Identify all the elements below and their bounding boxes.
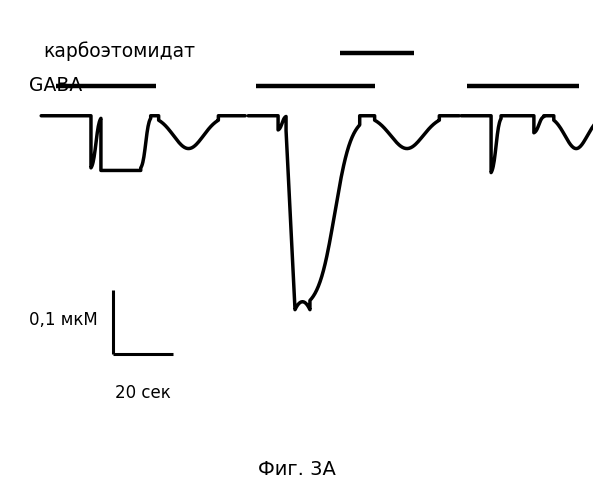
Text: Фиг. 3А: Фиг. 3А — [258, 460, 336, 478]
Text: 20 сек: 20 сек — [115, 384, 170, 402]
Text: карбоэтомидат: карбоэтомидат — [43, 42, 195, 61]
Text: GABA: GABA — [29, 76, 83, 96]
Text: 0,1 мкМ: 0,1 мкМ — [29, 310, 98, 328]
